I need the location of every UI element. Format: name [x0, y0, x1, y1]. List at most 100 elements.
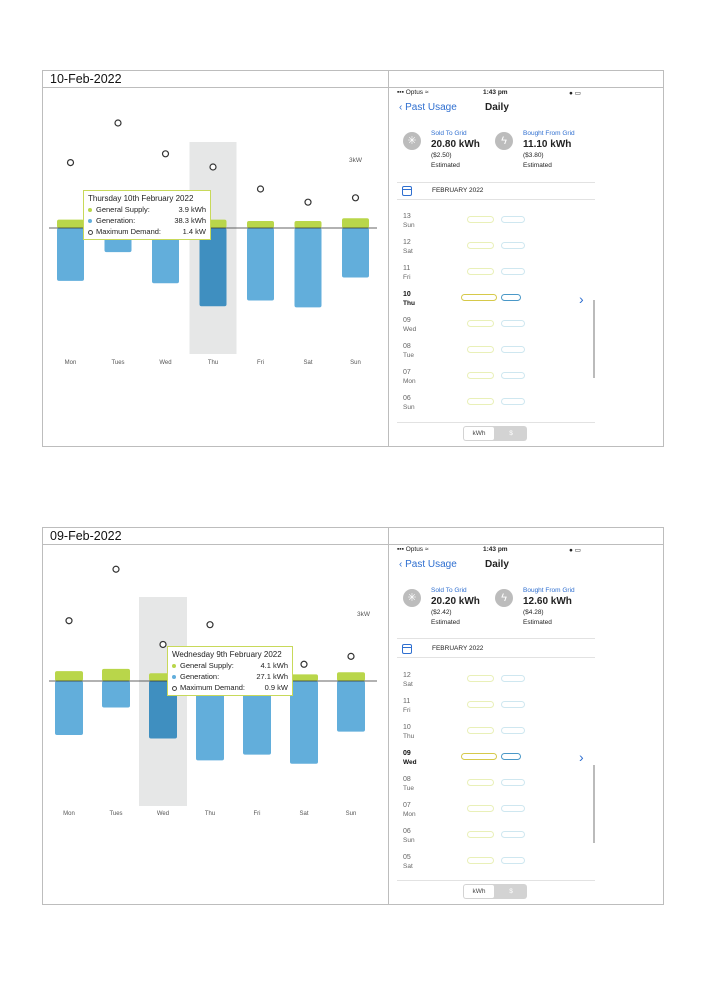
day-tick-label: Fri — [254, 811, 261, 817]
unit-toggle[interactable]: kWh $ — [463, 884, 527, 899]
panel-header: 09-Feb-2022 — [43, 528, 663, 545]
sun-icon: ✳ — [403, 132, 421, 150]
panel-date: 10-Feb-2022 — [50, 72, 122, 86]
day-name: Wed — [403, 326, 417, 333]
demand-dot-icon — [88, 230, 93, 235]
bought-estimated: Estimated — [523, 162, 552, 169]
sold-label: Sold To Grid — [431, 587, 467, 594]
day-row[interactable]: 11 Fri — [403, 698, 653, 724]
generation-pill — [501, 727, 525, 734]
day-row[interactable]: 08 Tue — [403, 776, 653, 802]
sun-icon: ✳ — [403, 589, 421, 607]
supply-pill — [467, 268, 494, 275]
day-row[interactable]: 09 Wed — [403, 750, 653, 776]
tooltip-demand-label: Maximum Demand: — [96, 227, 162, 236]
day-row[interactable]: 10 Thu — [403, 291, 653, 317]
day-tick-label: Sun — [350, 360, 361, 366]
kwh-option[interactable]: kWh — [464, 885, 494, 898]
dollar-option[interactable]: $ — [509, 430, 513, 437]
day-name: Thu — [403, 733, 415, 740]
scrollbar[interactable] — [593, 300, 595, 378]
generation-pill — [501, 268, 525, 275]
phone-screenshot: ▪▪▪ Optus ≈ 1:43 pm ● ▭ ‹ Past Usage Dai… — [389, 545, 663, 904]
demand-point — [66, 158, 75, 167]
tooltip-supply-label: General Supply: — [180, 661, 234, 670]
day-row[interactable]: 06 Sun — [403, 395, 653, 421]
generation-bar — [57, 228, 84, 281]
day-name: Mon — [403, 811, 416, 818]
status-time: 1:43 pm — [483, 546, 508, 553]
day-tick-label: Fri — [257, 360, 264, 366]
day-row[interactable]: 13 Sun — [403, 213, 653, 239]
generation-pill — [501, 779, 525, 786]
supply-bar — [294, 221, 322, 228]
day-row[interactable]: 08 Tue — [403, 343, 653, 369]
tooltip-title: Thursday 10th February 2022 — [88, 194, 194, 203]
chevron-right-icon[interactable]: › — [579, 749, 584, 765]
separator — [397, 182, 595, 183]
panel-divider — [388, 528, 389, 904]
day-row[interactable]: 05 Sat — [403, 854, 653, 880]
bought-label: Bought From Grid — [523, 130, 575, 137]
tooltip-supply-value: 4.1 kWh — [260, 661, 288, 670]
day-row[interactable]: 07 Mon — [403, 369, 653, 395]
sold-estimated: Estimated — [431, 162, 460, 169]
calendar-icon[interactable] — [402, 644, 412, 654]
separator — [397, 199, 595, 200]
month-label: FEBRUARY 2022 — [432, 187, 484, 194]
day-row[interactable]: 12 Sat — [403, 672, 653, 698]
demand-point — [65, 617, 73, 625]
chevron-right-icon[interactable]: › — [579, 291, 584, 307]
day-row[interactable]: 07 Mon — [403, 802, 653, 828]
panel-divider — [388, 71, 389, 446]
calendar-icon[interactable] — [402, 186, 412, 196]
day-number: 05 — [403, 854, 411, 861]
generation-pill — [501, 320, 525, 327]
day-number: 11 — [403, 698, 411, 705]
bought-value: 12.60 kWh — [523, 596, 572, 607]
day-row[interactable]: 10 Thu — [403, 724, 653, 750]
day-tooltip: Wednesday 9th February 2022 General Supp… — [167, 646, 293, 696]
supply-bar — [55, 671, 83, 681]
generation-dot-icon — [88, 219, 92, 223]
phone-screenshot: ▪▪▪ Optus ≈ 1:43 pm ● ▭ ‹ Past Usage Dai… — [389, 88, 663, 446]
back-button[interactable]: ‹ Past Usage — [399, 559, 457, 570]
separator — [397, 638, 595, 639]
max-demand-scale-label: 3kW — [357, 611, 371, 618]
sold-cost: ($2.42) — [431, 609, 452, 616]
day-name: Tue — [403, 785, 414, 792]
day-name: Sat — [403, 863, 413, 870]
dollar-option[interactable]: $ — [509, 888, 513, 895]
tooltip-supply-label: General Supply: — [96, 205, 150, 214]
day-number: 12 — [403, 672, 411, 679]
day-tick-label: Thu — [205, 811, 215, 817]
bought-cost: ($3.80) — [523, 152, 544, 159]
day-number: 10 — [403, 724, 411, 731]
separator — [397, 880, 595, 881]
generation-pill — [501, 701, 525, 708]
day-row[interactable]: 12 Sat — [403, 239, 653, 265]
demand-point — [304, 198, 312, 206]
tooltip-demand-value: 0.9 kW — [264, 683, 288, 692]
demand-point — [114, 119, 122, 127]
scrollbar[interactable] — [593, 765, 595, 843]
day-row[interactable]: 09 Wed — [403, 317, 653, 343]
day-row[interactable]: 11 Fri — [403, 265, 653, 291]
unit-toggle[interactable]: kWh $ — [463, 426, 527, 441]
summary-section: ✳ Sold To Grid 20.80 kWh ($2.50) Estimat… — [389, 130, 663, 180]
bought-estimated: Estimated — [523, 619, 552, 626]
demand-point — [256, 185, 265, 193]
day-tick-label: Mon — [65, 360, 77, 366]
back-button[interactable]: ‹ Past Usage — [399, 102, 457, 113]
demand-point — [159, 640, 167, 649]
month-header: FEBRUARY 2022 — [397, 644, 597, 656]
generation-bar — [152, 228, 179, 284]
day-row[interactable]: 06 Sun — [403, 828, 653, 854]
generation-pill — [501, 294, 521, 301]
usage-bar-chart: Mon Tues Wed Thu Fri Sat Sun 3kW — [49, 119, 377, 366]
kwh-option[interactable]: kWh — [464, 427, 494, 440]
day-number: 07 — [403, 802, 411, 809]
bought-cost: ($4.28) — [523, 609, 544, 616]
summary-section: ✳ Sold To Grid 20.20 kWh ($2.42) Estimat… — [389, 587, 663, 637]
carrier-label: ▪▪▪ Optus ≈ — [397, 546, 429, 553]
